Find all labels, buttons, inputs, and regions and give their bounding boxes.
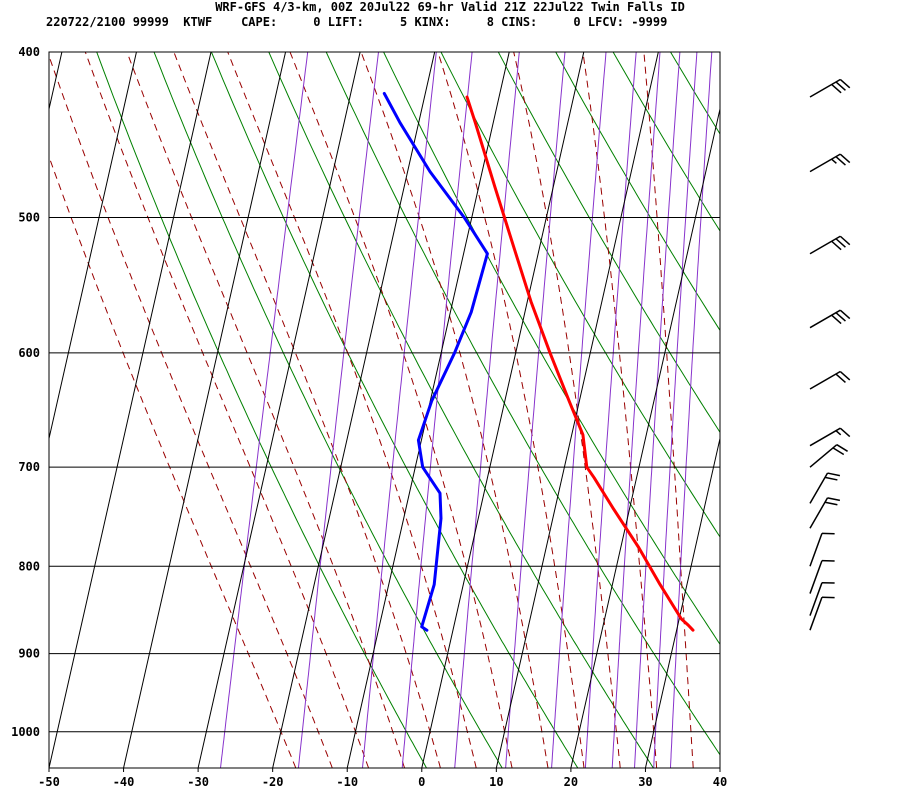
wind-barb xyxy=(809,596,835,631)
isotherm-gridline xyxy=(421,52,585,768)
moist-adiabat-line xyxy=(289,52,513,768)
dry-adiabat-line xyxy=(843,52,900,768)
mixing-ratio-line xyxy=(362,52,437,768)
dry-adiabat-line xyxy=(96,52,427,768)
wind-barb xyxy=(809,78,851,98)
dry-adiabat-line xyxy=(728,52,900,768)
mixing-ratio-line xyxy=(551,52,607,768)
temperature-trace xyxy=(465,95,695,632)
thermodynamic-background-lines xyxy=(49,52,900,768)
moist-adiabat-line xyxy=(437,52,585,768)
wind-barb xyxy=(809,153,851,173)
wind-barb xyxy=(809,444,848,468)
dry-adiabat-line xyxy=(210,52,579,768)
dry-adiabat-line xyxy=(785,52,900,768)
mixing-ratio-line xyxy=(584,52,637,768)
isotherm-gridline xyxy=(495,52,659,768)
y-tick-label: 600 xyxy=(18,346,40,360)
isotherm-gridline xyxy=(123,52,287,768)
mixing-ratio-line xyxy=(401,52,473,768)
dry-adiabat-line xyxy=(440,52,720,538)
x-tick-label: 0 xyxy=(418,775,425,789)
y-tick-label: 800 xyxy=(18,559,40,573)
x-tick-label: -50 xyxy=(38,775,60,789)
y-tick-label: 700 xyxy=(18,460,40,474)
chart-title: WRF-GFS 4/3-km, 00Z 20Jul22 69-hr Valid … xyxy=(215,0,685,14)
chart-subtitle: 220722/2100 99999 KTWF CAPE: 0 LIFT: 5 K… xyxy=(46,15,668,29)
wind-barb-column xyxy=(809,78,851,631)
wind-barb xyxy=(809,370,851,390)
y-tick-label: 900 xyxy=(18,647,40,661)
isotherm-gridline xyxy=(570,106,720,768)
dry-adiabat-line xyxy=(153,52,503,768)
isotherm-gridline xyxy=(197,52,361,768)
dry-adiabat-line xyxy=(555,52,720,332)
mixing-ratio-line xyxy=(220,52,309,768)
mixing-ratio-line xyxy=(454,52,520,768)
wind-barb xyxy=(809,235,851,255)
x-tick-label: -20 xyxy=(262,775,284,789)
moist-adiabat-line xyxy=(126,52,406,768)
wind-barb xyxy=(809,309,851,329)
moist-adiabat-line xyxy=(84,52,370,768)
mixing-ratio-line xyxy=(297,52,379,768)
isotherm-gridline xyxy=(272,52,436,768)
sounding-traces xyxy=(382,92,695,632)
dry-adiabat-line xyxy=(268,52,654,768)
dry-adiabat-line xyxy=(612,52,720,232)
x-tick-label: -40 xyxy=(113,775,135,789)
dry-adiabat-line xyxy=(383,52,720,646)
mixing-ratio-line xyxy=(505,52,566,768)
moist-adiabat-line xyxy=(360,52,549,768)
moist-adiabat-line xyxy=(173,52,441,768)
moist-adiabat-line xyxy=(643,52,694,768)
moist-adiabat-line xyxy=(49,155,297,768)
x-tick-label: -10 xyxy=(336,775,358,789)
moist-adiabat-line xyxy=(49,54,333,768)
isotherm-gridline xyxy=(719,765,720,768)
mixing-ratio-line xyxy=(611,52,661,768)
moist-adiabat-line xyxy=(582,52,658,768)
x-tick-label: 20 xyxy=(564,775,578,789)
x-tick-label: 10 xyxy=(489,775,503,789)
wind-barb xyxy=(809,532,835,567)
wind-barb xyxy=(809,427,851,447)
y-tick-label: 500 xyxy=(18,211,40,225)
axis-tick-labels: -50 -40 -30 -20 -10 0 10 20 30 40 400 500 600 700 800 9… xyxy=(11,45,727,789)
mixing-ratio-line xyxy=(670,52,713,768)
x-tick-label: -30 xyxy=(187,775,209,789)
wind-barb xyxy=(809,581,835,616)
mixing-ratio-line xyxy=(634,52,681,768)
wind-barb xyxy=(809,472,841,504)
isotherm-gridline xyxy=(49,52,212,768)
moist-adiabat-line xyxy=(227,52,477,768)
dewpoint-trace xyxy=(382,92,489,632)
x-tick-label: 40 xyxy=(713,775,727,789)
moist-adiabat-line xyxy=(513,52,621,768)
y-tick-label: 400 xyxy=(18,45,40,59)
wind-barb xyxy=(809,559,835,594)
x-tick-label: 30 xyxy=(638,775,652,789)
plot-frame xyxy=(48,51,721,769)
mixing-ratio-line xyxy=(653,52,698,768)
dry-adiabat-line xyxy=(325,52,720,756)
dry-adiabat-line xyxy=(497,52,720,434)
wind-barb xyxy=(809,497,841,529)
isotherm-gridline xyxy=(49,52,137,441)
y-tick-label: 1000 xyxy=(11,725,40,739)
isotherm-gridline xyxy=(644,436,720,768)
chart-grid xyxy=(49,52,720,768)
